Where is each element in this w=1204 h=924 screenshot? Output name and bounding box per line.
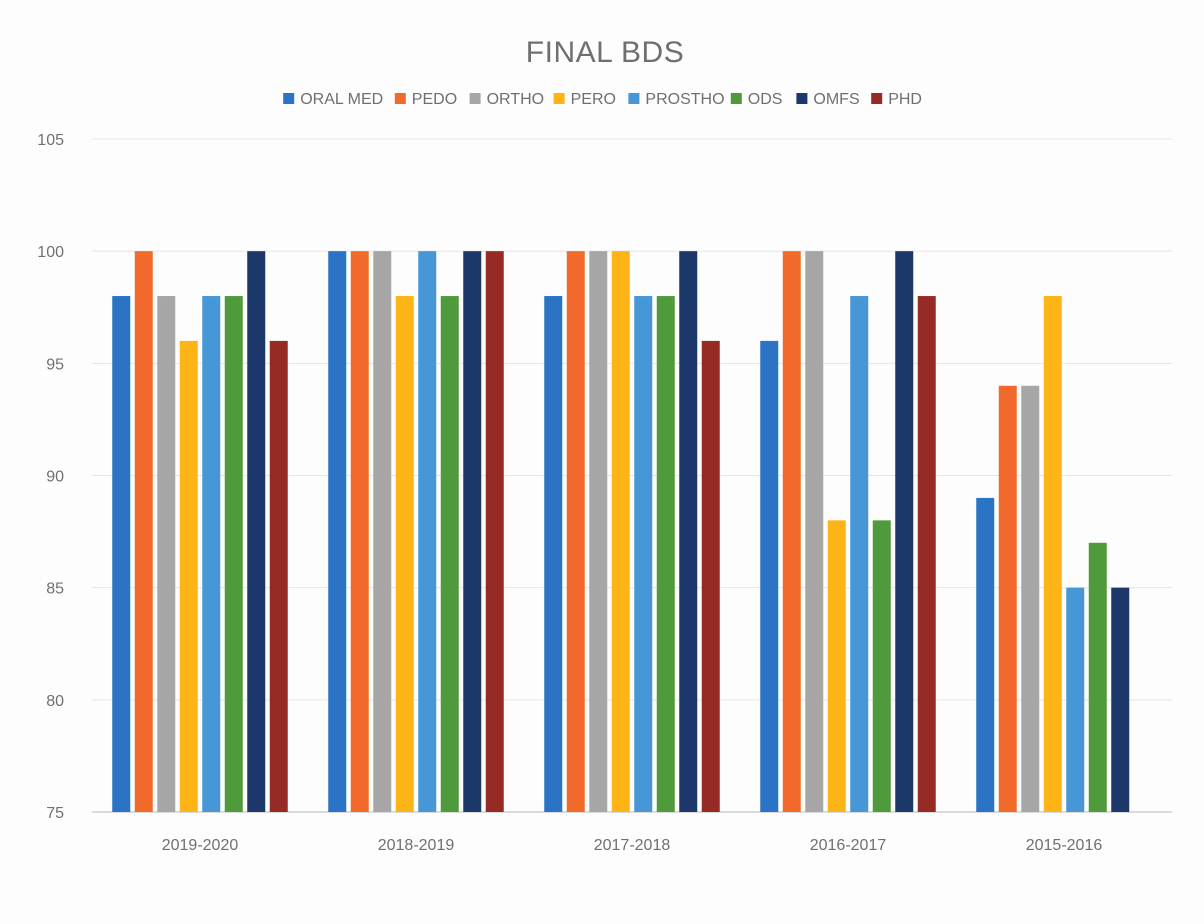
bar-oral-med-2016-2017 xyxy=(760,340,779,812)
bar-phd-2019-2020 xyxy=(269,340,288,812)
bar-pero-2016-2017 xyxy=(827,520,846,812)
legend-label: PERO xyxy=(571,91,616,108)
legend-label: PHD xyxy=(888,91,922,108)
legend-label: ORTHO xyxy=(487,91,544,108)
bar-pedo-2019-2020 xyxy=(134,251,153,812)
x-tick-label: 2018-2019 xyxy=(378,837,455,854)
bar-pedo-2016-2017 xyxy=(782,251,801,812)
bar-pero-2017-2018 xyxy=(611,251,630,812)
legend-swatch xyxy=(796,93,808,104)
legend-swatch xyxy=(871,93,883,104)
bar-pero-2019-2020 xyxy=(179,340,198,812)
y-tick-label: 75 xyxy=(46,805,64,822)
legend-swatch xyxy=(469,93,481,104)
bar-omfs-2016-2017 xyxy=(895,251,914,812)
legend-item-prostho: PROSTHO xyxy=(628,91,725,108)
bar-pero-2015-2016 xyxy=(1043,296,1062,812)
legend-item-ods: ODS xyxy=(730,91,783,108)
bar-phd-2016-2017 xyxy=(917,296,936,812)
bar-prostho-2019-2020 xyxy=(202,296,221,812)
legend-label: OMFS xyxy=(813,91,859,108)
y-tick-label: 80 xyxy=(46,693,64,710)
bar-ods-2018-2019 xyxy=(440,296,459,812)
x-tick-label: 2017-2018 xyxy=(594,837,671,854)
bar-phd-2017-2018 xyxy=(701,340,720,812)
legend-item-oral-med: ORAL MED xyxy=(283,91,383,108)
bar-prostho-2016-2017 xyxy=(850,296,869,812)
bar-oral-med-2017-2018 xyxy=(544,296,563,812)
legend-item-ortho: ORTHO xyxy=(469,91,544,108)
legend-swatch xyxy=(628,93,640,104)
bar-omfs-2019-2020 xyxy=(247,251,266,812)
bar-prostho-2015-2016 xyxy=(1066,587,1085,812)
bar-ortho-2017-2018 xyxy=(589,251,608,812)
legend-label: PROSTHO xyxy=(645,91,724,108)
bar-pedo-2015-2016 xyxy=(998,385,1017,812)
legend-label: ORAL MED xyxy=(300,91,383,108)
y-tick-label: 100 xyxy=(37,244,64,261)
bar-ods-2017-2018 xyxy=(656,296,675,812)
legend: ORAL MED PEDO ORTHO PERO PROSTHO ODS OMFS PHD xyxy=(283,91,922,108)
bar-oral-med-2015-2016 xyxy=(976,497,995,812)
y-tick-label: 85 xyxy=(46,581,64,598)
bar-ortho-2018-2019 xyxy=(373,251,392,812)
legend-item-pedo: PEDO xyxy=(394,91,457,108)
y-tick-label: 95 xyxy=(46,356,64,373)
legend-swatch xyxy=(394,93,406,104)
x-tick-label: 2016-2017 xyxy=(810,837,887,854)
x-axis-ticks: 2019-2020 2018-2019 2017-2018 2016-2017 2015… xyxy=(162,837,1103,854)
bar-omfs-2018-2019 xyxy=(463,251,482,812)
bar-pero-2018-2019 xyxy=(395,296,414,812)
chart-title: FINAL BDS xyxy=(526,36,684,69)
bar-oral-med-2018-2019 xyxy=(328,251,347,812)
y-tick-label: 105 xyxy=(37,132,64,149)
bar-pedo-2017-2018 xyxy=(566,251,585,812)
bars xyxy=(112,251,1130,812)
legend-item-pero: PERO xyxy=(553,91,616,108)
y-axis-ticks: 75 80 85 90 95 100 105 xyxy=(37,132,64,822)
bar-oral-med-2019-2020 xyxy=(112,296,131,812)
bar-ortho-2016-2017 xyxy=(805,251,824,812)
bar-omfs-2015-2016 xyxy=(1111,587,1130,812)
legend-label: PEDO xyxy=(412,91,457,108)
bar-ortho-2019-2020 xyxy=(157,296,176,812)
legend-swatch xyxy=(553,93,565,104)
bar-ortho-2015-2016 xyxy=(1021,385,1040,812)
bar-ods-2015-2016 xyxy=(1088,542,1107,812)
y-tick-label: 90 xyxy=(46,469,64,486)
bar-pedo-2018-2019 xyxy=(350,251,369,812)
bar-ods-2016-2017 xyxy=(872,520,891,812)
x-tick-label: 2015-2016 xyxy=(1026,837,1103,854)
x-tick-label: 2019-2020 xyxy=(162,837,239,854)
legend-item-omfs: OMFS xyxy=(796,91,860,108)
bar-ods-2019-2020 xyxy=(224,296,243,812)
bar-omfs-2017-2018 xyxy=(679,251,698,812)
bar-phd-2018-2019 xyxy=(485,251,504,812)
legend-swatch xyxy=(283,93,295,104)
bar-prostho-2017-2018 xyxy=(634,296,653,812)
bar-prostho-2018-2019 xyxy=(418,251,437,812)
legend-label: ODS xyxy=(748,91,783,108)
legend-swatch xyxy=(730,93,742,104)
legend-item-phd: PHD xyxy=(871,91,922,108)
